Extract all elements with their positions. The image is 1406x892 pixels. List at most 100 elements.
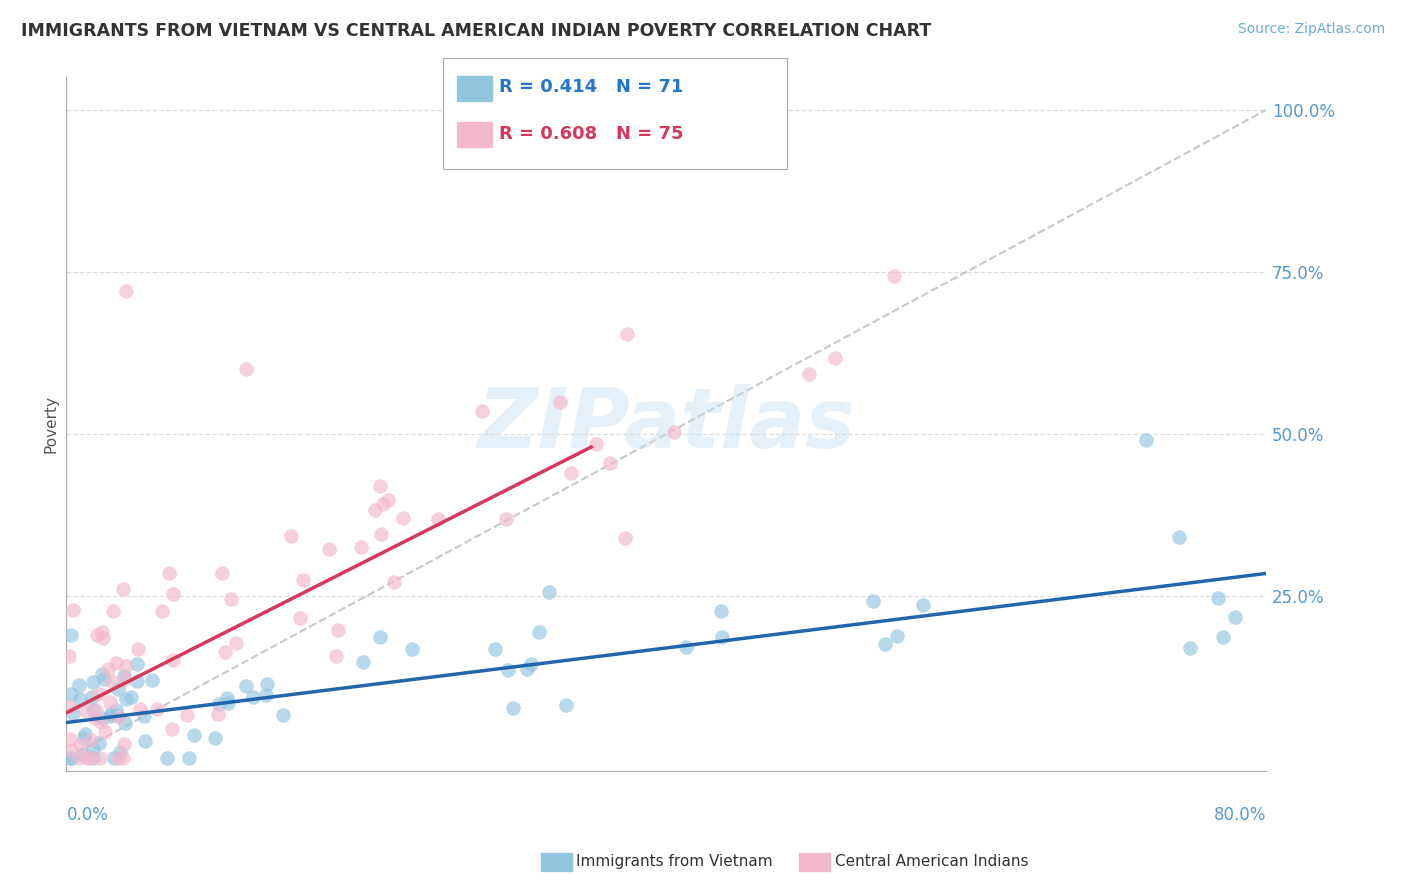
Point — [211, 566, 233, 581]
Point — [368, 478, 391, 492]
Point — [69, 738, 91, 752]
Point — [103, 604, 125, 618]
Point — [382, 574, 405, 589]
Point — [105, 656, 128, 670]
Y-axis label: Poverty: Poverty — [44, 395, 58, 453]
Point — [160, 723, 183, 737]
Point — [862, 593, 884, 607]
Point — [256, 677, 278, 691]
Point — [426, 512, 449, 526]
Point — [214, 644, 236, 658]
Point — [93, 672, 115, 686]
Point — [59, 731, 82, 746]
Point — [527, 625, 550, 640]
Point — [82, 674, 104, 689]
Point — [352, 655, 374, 669]
Point — [560, 466, 582, 480]
Point — [1206, 591, 1229, 605]
Point — [370, 630, 392, 644]
Point — [824, 351, 846, 365]
Point — [82, 742, 104, 756]
Point — [1212, 630, 1234, 644]
Point — [662, 425, 685, 439]
Point — [76, 751, 98, 765]
Point — [97, 662, 120, 676]
Text: Immigrants from Vietnam: Immigrants from Vietnam — [576, 855, 773, 869]
Point — [176, 707, 198, 722]
Point — [350, 541, 373, 555]
Point — [371, 497, 394, 511]
Point — [60, 687, 83, 701]
Text: R = 0.414   N = 71: R = 0.414 N = 71 — [499, 78, 683, 96]
Point — [280, 528, 302, 542]
Point — [67, 678, 90, 692]
Point — [98, 695, 121, 709]
Point — [217, 696, 239, 710]
Text: 0.0%: 0.0% — [66, 805, 108, 824]
Text: R = 0.608   N = 75: R = 0.608 N = 75 — [499, 125, 683, 143]
Point — [82, 703, 104, 717]
Point — [127, 642, 149, 657]
Point — [105, 703, 128, 717]
Point — [69, 692, 91, 706]
Point — [141, 673, 163, 687]
Point — [710, 630, 733, 644]
Point — [80, 690, 103, 704]
Point — [114, 673, 136, 687]
Point — [370, 526, 392, 541]
Text: ZIPatlas: ZIPatlas — [478, 384, 855, 465]
Point — [326, 623, 349, 637]
Point — [585, 437, 607, 451]
Point — [91, 667, 114, 681]
Point — [134, 709, 156, 723]
Point — [219, 592, 242, 607]
Point — [91, 711, 114, 725]
Point — [79, 751, 101, 765]
Point — [155, 751, 177, 765]
Point — [67, 751, 90, 765]
Point — [242, 690, 264, 704]
Point — [183, 728, 205, 742]
Point — [91, 624, 114, 639]
Point — [162, 653, 184, 667]
Point — [614, 531, 637, 545]
Text: IMMIGRANTS FROM VIETNAM VS CENTRAL AMERICAN INDIAN POVERTY CORRELATION CHART: IMMIGRANTS FROM VIETNAM VS CENTRAL AMERI… — [21, 22, 931, 40]
Point — [73, 731, 96, 745]
Point — [1178, 641, 1201, 656]
Point — [1223, 610, 1246, 624]
Point — [1168, 530, 1191, 544]
Point — [162, 587, 184, 601]
Point — [519, 657, 541, 671]
Point — [134, 733, 156, 747]
Point — [91, 632, 114, 646]
Point — [157, 566, 180, 580]
Point — [484, 641, 506, 656]
Point — [207, 706, 229, 721]
Point — [145, 702, 167, 716]
Point — [883, 268, 905, 283]
Point — [799, 367, 821, 381]
Point — [112, 737, 135, 751]
Point — [599, 456, 621, 470]
Point — [73, 727, 96, 741]
Point — [100, 674, 122, 689]
Point — [235, 362, 257, 376]
Point — [107, 751, 129, 765]
Point — [516, 662, 538, 676]
Point — [114, 692, 136, 706]
Point — [82, 751, 104, 765]
Point — [364, 503, 387, 517]
Point — [98, 709, 121, 723]
Point — [87, 687, 110, 701]
Point — [254, 688, 277, 702]
Point — [94, 725, 117, 739]
Point — [495, 512, 517, 526]
Point — [59, 751, 82, 765]
Point — [108, 709, 131, 723]
Point — [208, 698, 231, 712]
Point — [217, 691, 239, 706]
Point — [325, 649, 347, 664]
Point — [401, 642, 423, 657]
Point — [80, 733, 103, 747]
Point — [538, 585, 561, 599]
